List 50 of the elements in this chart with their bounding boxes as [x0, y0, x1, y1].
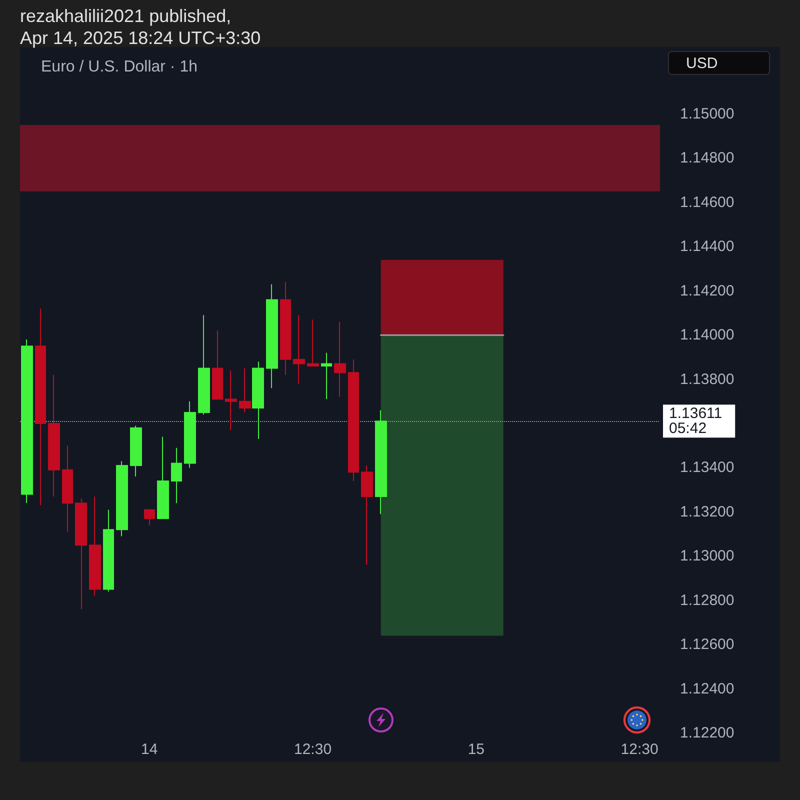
candlestick	[184, 400, 196, 468]
candlestick	[321, 352, 332, 400]
candlestick	[171, 447, 182, 504]
candlestick	[334, 321, 346, 398]
x-tick-label: 15	[468, 741, 485, 758]
y-tick-label: 1.15000	[680, 106, 734, 122]
y-tick-label: 1.13800	[680, 370, 734, 388]
y-tick-label: 1.12800	[680, 592, 734, 609]
x-tick-label: 12:30	[620, 741, 658, 758]
y-tick-label: 1.14200	[680, 282, 734, 300]
y-tick-label: 1.12200	[680, 724, 734, 742]
candlestick	[375, 410, 387, 515]
candlestick	[144, 509, 155, 526]
candlestick	[48, 374, 60, 497]
y-tick-label: 1.12400	[680, 680, 734, 698]
candlestick	[307, 319, 319, 367]
y-tick-label: 1.14800	[680, 150, 734, 167]
candlestick	[239, 368, 251, 413]
candlestick	[103, 509, 114, 592]
y-tick-label: 1.13400	[680, 459, 734, 476]
candlestick	[89, 496, 101, 596]
ref-line-label: 1.13611 05:42	[669, 405, 722, 438]
y-tick-label: 1.13000	[680, 548, 734, 565]
candlestick	[252, 361, 264, 440]
candlestick	[116, 460, 128, 537]
y-tick-label: 1.13200	[680, 503, 734, 520]
candlestick	[293, 314, 305, 384]
text: Apr 14, 2025 18:24 UTC+3:30	[20, 27, 261, 49]
y-tick-label: 1.14000	[680, 326, 734, 344]
candlestick	[225, 370, 237, 431]
candlestick	[280, 282, 291, 376]
y-tick-label: 1.14600	[680, 194, 734, 211]
candlestick	[348, 358, 359, 482]
candlestick	[62, 445, 73, 532]
candlestick	[157, 436, 169, 520]
y-tick-label: 1.14400	[680, 238, 734, 256]
candlestick	[35, 308, 46, 506]
candlestick	[21, 338, 33, 504]
candlestick	[212, 330, 223, 400]
y-tick-label: 1.12600	[680, 636, 734, 654]
text: rezakhalilii2021 published,	[20, 5, 232, 27]
y-axis-title: USD	[668, 51, 770, 75]
candlestick	[361, 465, 373, 566]
candlestick	[266, 284, 278, 389]
candlestick	[75, 498, 87, 610]
candlestick	[198, 314, 210, 416]
x-tick-label: 14	[141, 741, 158, 758]
chart-title: Euro / U.S. Dollar · 1h	[41, 58, 198, 76]
candlestick	[130, 425, 142, 478]
x-tick-label: 12:30	[294, 741, 332, 758]
